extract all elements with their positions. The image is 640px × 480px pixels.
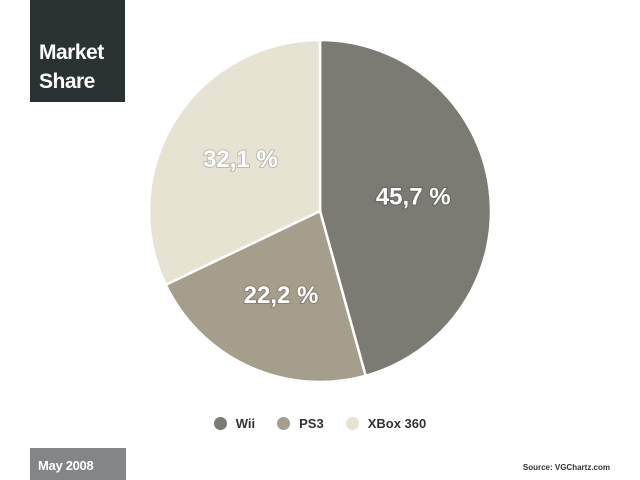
legend-label-xbox-360: XBox 360 (367, 415, 427, 431)
legend-item-ps3: PS3 (277, 416, 324, 431)
pie-slice-ps3 (164, 209, 367, 384)
pie-slice-xbox-360 (147, 38, 322, 287)
legend-swatch-xbox-360 (345, 416, 359, 430)
legend-label-wii: Wii (235, 415, 256, 431)
legend-swatch-ps3 (277, 416, 291, 430)
slice-label-xbox-360: 32,1 % (203, 146, 278, 173)
legend-label-ps3: PS3 (299, 415, 324, 431)
legend-item-wii: Wii (213, 415, 256, 431)
chart-title-line-1: Market (39, 41, 104, 64)
pie-slice-wii (318, 38, 493, 378)
title-box: Market Share (30, 0, 125, 102)
date-box: May 2008 (30, 448, 126, 480)
date-label: May 2008 (38, 458, 94, 473)
chart-legend: Wii PS3 XBox 360 (0, 413, 640, 433)
chart-title-line-2: Share (39, 70, 95, 93)
source-label: Source: VGChartz.com (522, 463, 610, 472)
slice-label-ps3: 22,2 % (244, 282, 319, 309)
legend-swatch-wii (213, 416, 227, 430)
legend-item-xbox-360: XBox 360 (345, 415, 427, 431)
slice-label-wii: 45,7 % (376, 184, 451, 211)
